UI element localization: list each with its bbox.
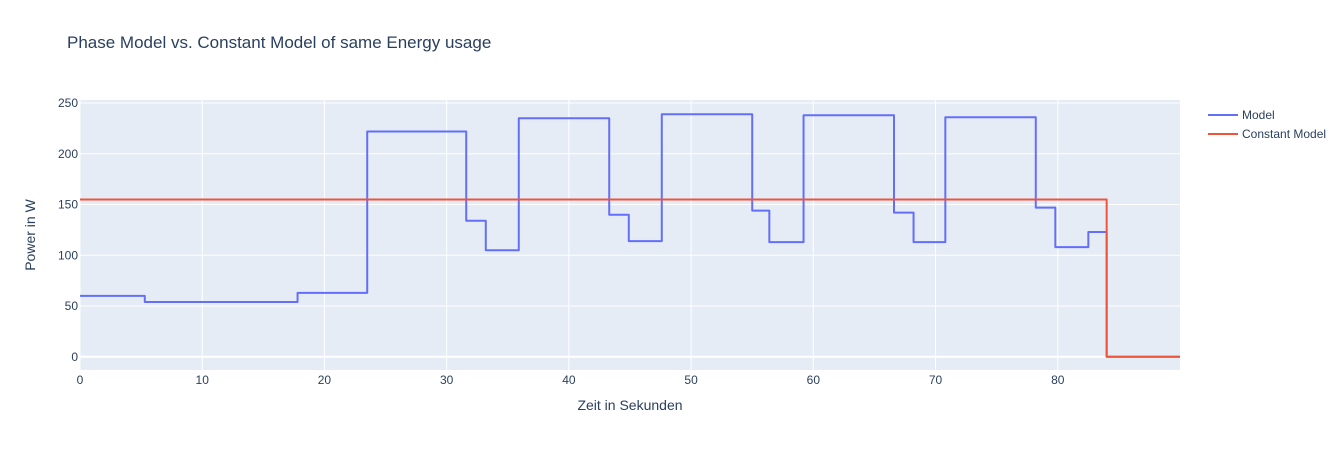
x-tick-label: 10 — [196, 373, 210, 387]
x-tick-label: 30 — [440, 373, 454, 387]
series-line-0 — [80, 113, 1180, 358]
x-tick-label: 0 — [77, 373, 84, 387]
y-tick-label: 200 — [58, 147, 78, 161]
y-tick-label: 100 — [58, 248, 78, 262]
legend-label: Model — [1242, 108, 1275, 122]
legend-label: Constant Model — [1242, 127, 1326, 141]
y-axis-title: Power in W — [22, 198, 38, 270]
x-axis-ticks: 0 10 20 30 40 50 60 70 80 — [77, 373, 1065, 387]
y-tick-label: 150 — [58, 198, 78, 212]
y-tick-label: 250 — [58, 96, 78, 110]
x-tick-label: 70 — [929, 373, 943, 387]
x-tick-label: 40 — [562, 373, 576, 387]
y-tick-label: 50 — [65, 299, 79, 313]
y-tick-label: 0 — [71, 350, 78, 364]
grid-lines — [79, 100, 1180, 370]
plot-area — [80, 100, 1180, 370]
x-tick-label: 80 — [1051, 373, 1065, 387]
x-axis-title: Zeit in Sekunden — [577, 397, 682, 413]
x-tick-label: 50 — [684, 373, 698, 387]
y-axis-ticks: 0 50 100 150 200 250 — [58, 96, 78, 364]
chart-title: Phase Model vs. Constant Model of same E… — [67, 33, 492, 52]
series-line-1 — [80, 198, 1180, 358]
x-tick-label: 20 — [318, 373, 332, 387]
x-tick-label: 60 — [807, 373, 821, 387]
series-lines — [80, 113, 1180, 358]
legend: Model Constant Model — [1208, 108, 1326, 141]
